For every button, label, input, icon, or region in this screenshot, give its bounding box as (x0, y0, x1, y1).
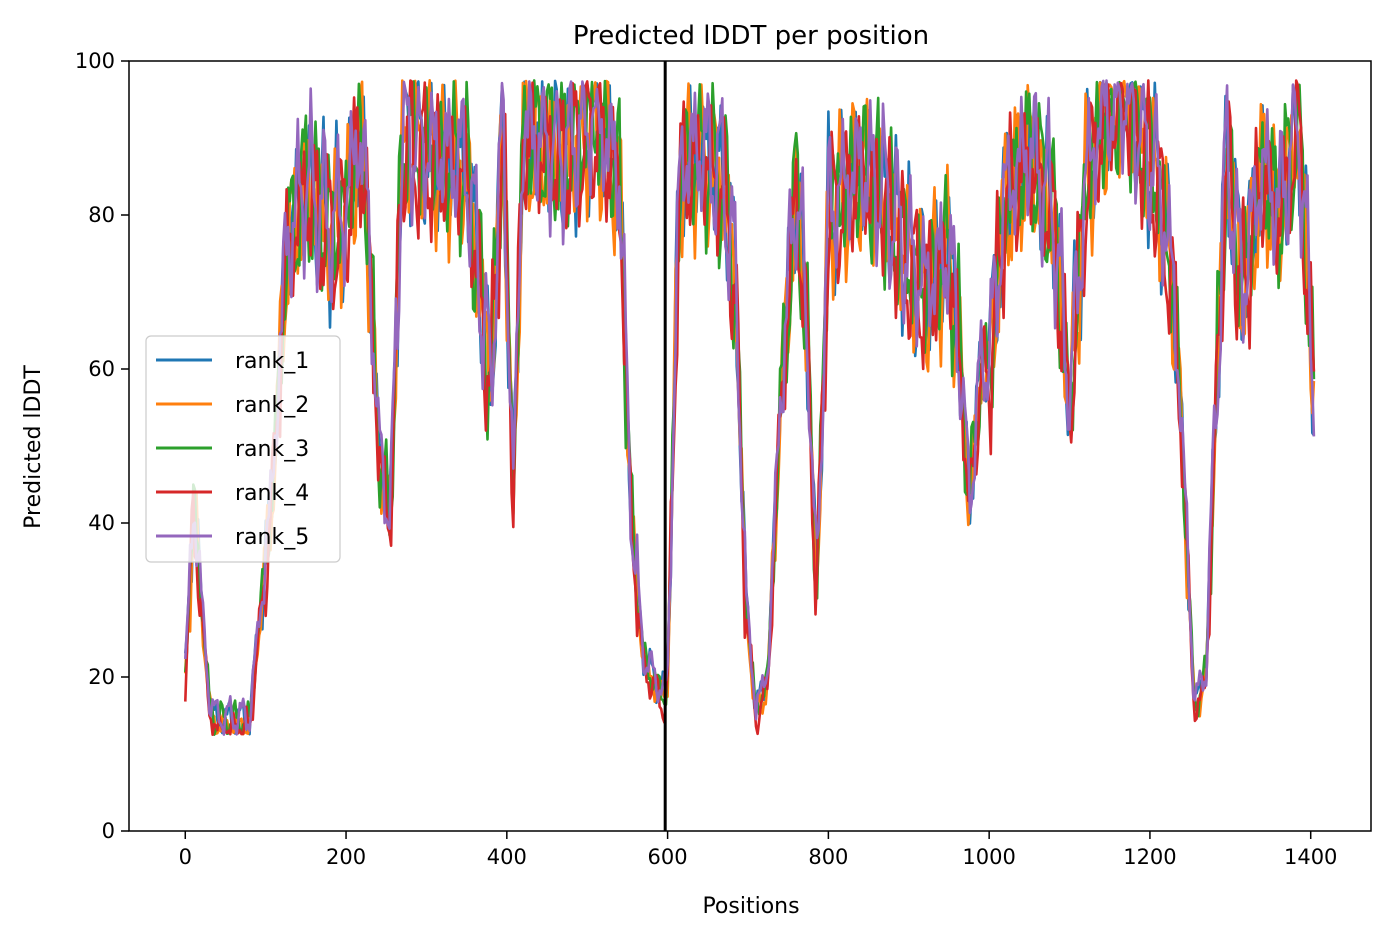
chart-title: Predicted lDDT per position (573, 21, 929, 51)
y-tick-label: 60 (88, 357, 115, 381)
legend-label: rank_2 (235, 393, 309, 418)
x-tick-label: 1000 (962, 845, 1015, 869)
x-tick-label: 800 (808, 845, 848, 869)
x-tick-label: 1200 (1123, 845, 1176, 869)
series-line-rank-5 (184, 79, 1316, 736)
legend-label: rank_5 (235, 525, 309, 550)
x-tick-label: 400 (487, 845, 527, 869)
legend-label: rank_4 (235, 481, 309, 506)
y-axis-title: Predicted lDDT (21, 365, 46, 529)
x-tick-label: 600 (648, 845, 688, 869)
x-axis-title: Positions (702, 894, 799, 919)
plot-frame (128, 60, 1372, 832)
y-axis: 0 20 40 60 80 100 (75, 49, 129, 843)
legend: rank_1 rank_2 rank_3 rank_4 rank_5 (145, 335, 341, 563)
y-tick-label: 20 (88, 665, 115, 689)
legend-box (145, 335, 341, 563)
y-tick-label: 100 (75, 49, 115, 73)
y-tick-label: 40 (88, 511, 115, 535)
y-tick-label: 80 (88, 203, 115, 227)
series-layer (184, 79, 1316, 736)
legend-label: rank_3 (235, 437, 309, 462)
x-tick-label: 200 (326, 845, 366, 869)
x-tick-label: 0 (179, 845, 192, 869)
x-tick-label: 1400 (1284, 845, 1337, 869)
legend-label: rank_1 (235, 349, 309, 374)
y-tick-label: 0 (102, 819, 115, 843)
x-axis: 0 200 400 600 800 1000 1200 1400 (179, 831, 1337, 869)
